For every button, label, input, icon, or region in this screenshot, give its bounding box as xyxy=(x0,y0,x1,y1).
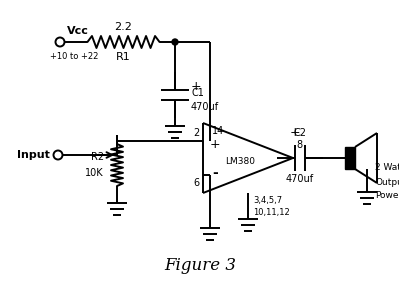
Text: 3,4,5,7: 3,4,5,7 xyxy=(253,196,282,205)
Text: +: + xyxy=(290,126,300,139)
Text: Vcc: Vcc xyxy=(67,26,89,36)
Text: +: + xyxy=(191,80,201,93)
Circle shape xyxy=(172,39,178,45)
Text: 470uf: 470uf xyxy=(286,174,314,184)
Text: 14: 14 xyxy=(212,126,224,136)
Text: 2: 2 xyxy=(194,128,200,138)
Text: +10 to +22: +10 to +22 xyxy=(50,52,99,61)
Text: LM380: LM380 xyxy=(225,158,255,166)
Text: +: + xyxy=(210,138,220,151)
Text: Output: Output xyxy=(375,178,399,187)
Text: C1: C1 xyxy=(191,88,204,98)
Text: 6: 6 xyxy=(194,178,200,188)
Text: 10K: 10K xyxy=(85,168,104,178)
Text: 470uf: 470uf xyxy=(191,102,219,112)
Text: R1: R1 xyxy=(116,52,131,62)
Text: 2 Watts: 2 Watts xyxy=(375,163,399,172)
Text: R2: R2 xyxy=(91,152,104,162)
Text: Power: Power xyxy=(375,191,399,200)
Text: 2.2: 2.2 xyxy=(115,22,132,32)
Text: Figure 3: Figure 3 xyxy=(164,256,236,273)
Text: -: - xyxy=(212,166,218,180)
Text: 10,11,12: 10,11,12 xyxy=(253,209,290,218)
Text: C2: C2 xyxy=(294,128,306,138)
Bar xyxy=(345,147,355,169)
Text: 8: 8 xyxy=(296,140,302,150)
Text: Input: Input xyxy=(17,150,50,160)
